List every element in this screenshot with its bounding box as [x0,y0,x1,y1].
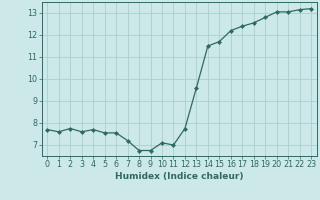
X-axis label: Humidex (Indice chaleur): Humidex (Indice chaleur) [115,172,244,181]
